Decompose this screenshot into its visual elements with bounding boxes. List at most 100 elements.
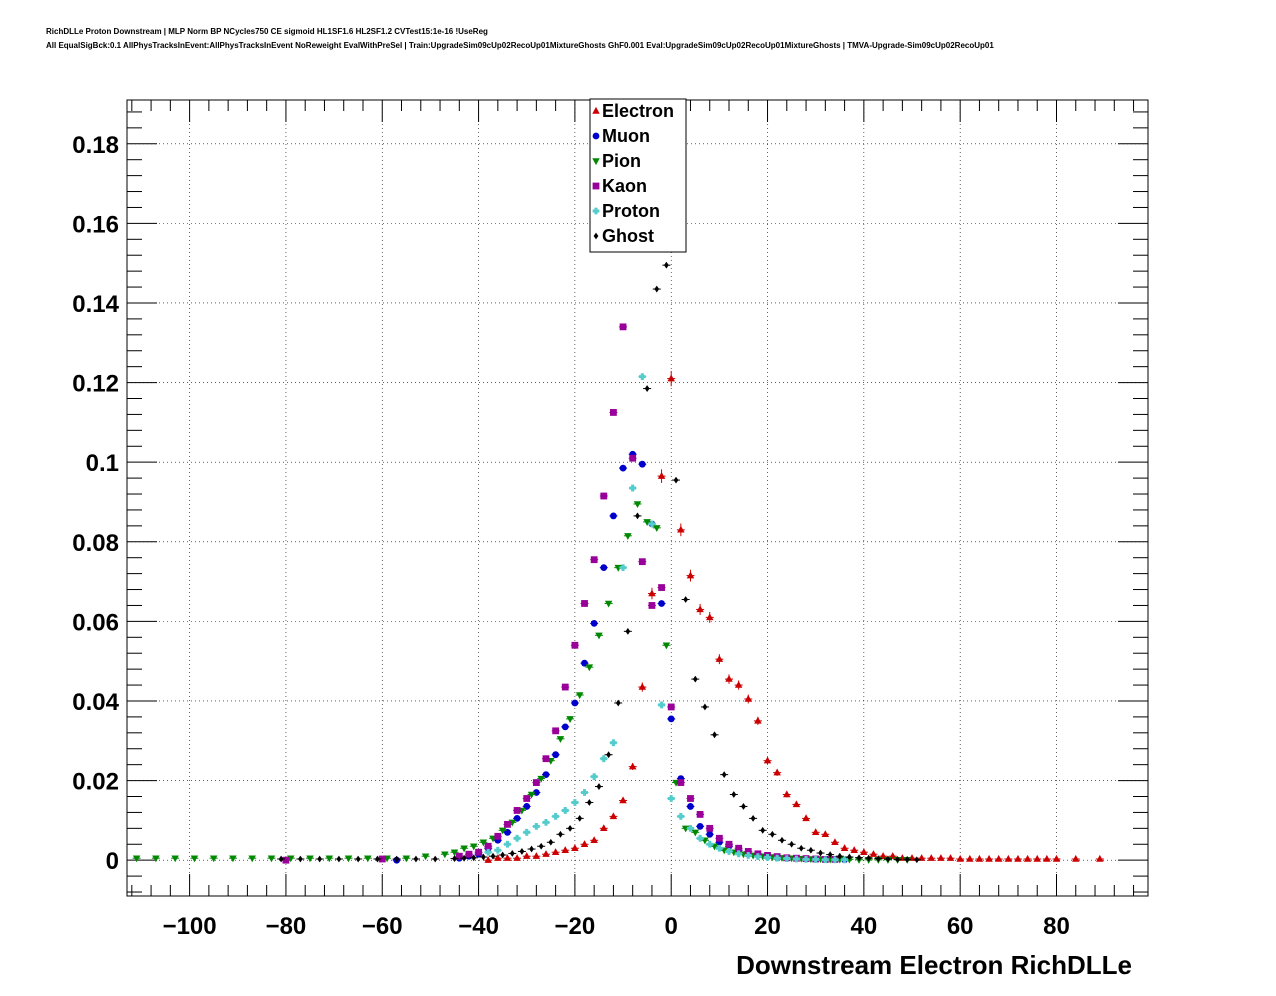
data-point <box>229 855 237 863</box>
data-point <box>610 409 617 416</box>
data-point <box>1023 854 1032 862</box>
data-point <box>937 854 945 861</box>
data-point <box>581 789 588 796</box>
data-point <box>904 855 910 863</box>
data-point <box>811 828 820 836</box>
data-point <box>542 850 550 857</box>
data-point <box>635 512 640 520</box>
data-point <box>789 840 794 848</box>
data-point <box>793 855 800 863</box>
data-point <box>914 856 920 864</box>
data-point <box>580 840 589 847</box>
data-point <box>847 853 852 861</box>
data-point <box>532 779 540 786</box>
data-point <box>802 855 810 863</box>
data-point <box>450 849 459 857</box>
data-point <box>278 855 284 863</box>
data-point <box>558 830 563 838</box>
data-point <box>667 703 675 711</box>
series-pion <box>132 501 912 864</box>
data-point <box>744 694 753 702</box>
data-point <box>504 840 511 848</box>
data-point <box>460 845 468 853</box>
y-tick-label: 0.04 <box>72 689 119 716</box>
data-point <box>1043 854 1051 862</box>
data-point <box>653 525 661 532</box>
series-ghost <box>277 261 921 864</box>
data-point <box>619 323 627 331</box>
data-point <box>677 525 685 533</box>
data-point <box>494 832 502 840</box>
data-point <box>571 699 579 707</box>
data-point <box>706 830 714 838</box>
data-point <box>513 807 521 814</box>
data-point <box>378 855 386 863</box>
legend-label: Pion <box>602 151 641 171</box>
data-point <box>585 664 594 672</box>
data-point <box>503 854 512 861</box>
x-tick-label: 60 <box>947 913 974 940</box>
data-point <box>248 855 256 863</box>
data-point <box>500 851 506 859</box>
data-point <box>702 703 708 711</box>
data-point <box>975 854 984 862</box>
data-point <box>1004 854 1013 862</box>
data-point <box>527 791 536 799</box>
data-point <box>586 799 592 806</box>
data-point <box>619 796 627 804</box>
data-point <box>827 851 833 859</box>
data-point <box>590 836 598 843</box>
legend-marker <box>592 207 600 215</box>
data-point <box>875 855 881 862</box>
data-point <box>706 840 714 848</box>
data-point <box>985 854 993 862</box>
data-point <box>946 854 955 861</box>
data-point <box>595 632 603 640</box>
data-point <box>523 795 531 802</box>
data-point <box>735 844 743 852</box>
data-point <box>606 751 611 759</box>
series-proton <box>484 373 849 864</box>
data-point <box>481 853 486 861</box>
x-tick-label: 80 <box>1043 913 1070 940</box>
data-point <box>600 755 608 763</box>
data-point <box>837 852 843 860</box>
data-point <box>696 834 704 842</box>
data-point <box>610 739 617 747</box>
legend-box <box>589 98 687 253</box>
data-point <box>773 768 781 776</box>
data-point <box>566 716 574 723</box>
y-tick-label: 0.08 <box>72 530 119 557</box>
data-point <box>344 855 353 863</box>
data-point <box>1033 854 1041 862</box>
series-kaon <box>281 323 839 864</box>
data-point <box>812 855 820 863</box>
data-point <box>869 850 878 857</box>
data-point <box>548 838 554 846</box>
data-point <box>667 795 675 802</box>
data-point <box>687 795 694 802</box>
data-point <box>561 846 569 853</box>
data-point <box>706 613 714 621</box>
data-point <box>609 812 618 820</box>
data-point <box>629 454 637 462</box>
data-point <box>394 855 400 863</box>
data-point <box>840 844 849 851</box>
data-point <box>575 692 584 700</box>
data-point <box>779 836 785 844</box>
data-point <box>754 716 762 724</box>
data-point <box>696 822 704 830</box>
data-point <box>209 855 218 863</box>
data-point <box>364 855 372 863</box>
data-point <box>821 830 830 838</box>
data-point <box>818 849 823 857</box>
data-point <box>866 854 872 862</box>
data-point <box>624 533 632 540</box>
data-point <box>317 855 323 863</box>
data-point <box>692 675 698 683</box>
data-point <box>529 845 534 853</box>
data-point <box>471 854 477 862</box>
axis-layer: −100 −80 −60 −40 −20 0 20 40 60 80 0 0.02 0.04 0.06 0.… <box>72 100 1148 940</box>
data-point <box>513 854 521 861</box>
data-point <box>590 619 598 627</box>
